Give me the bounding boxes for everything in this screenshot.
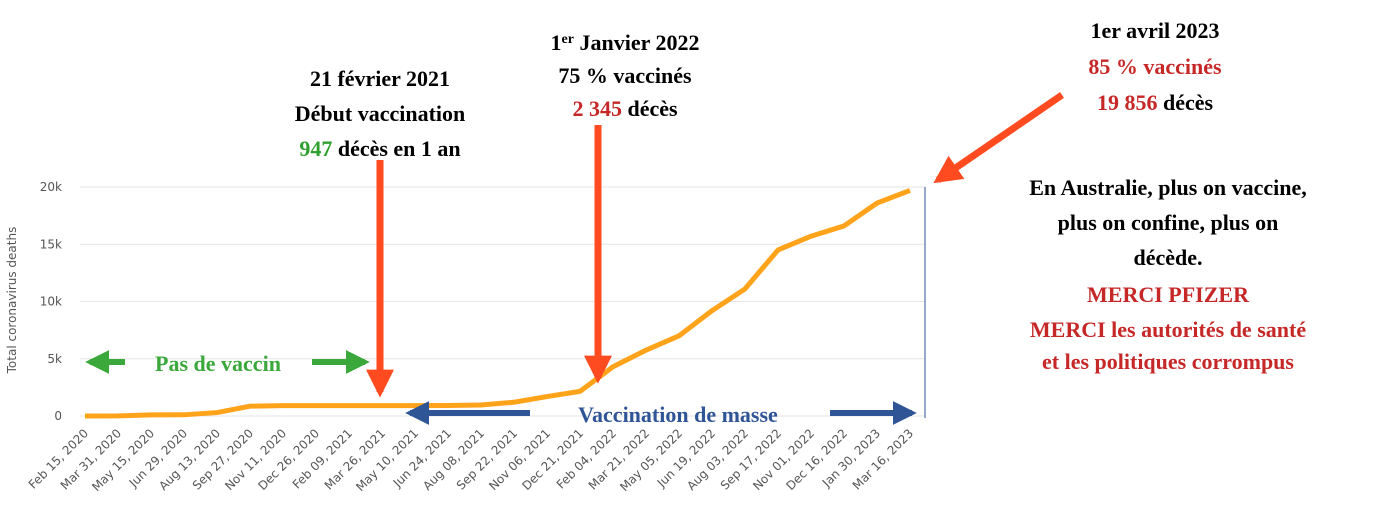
annotation-line: 1er avril 2023 [1090, 18, 1219, 43]
annotation-line: Vaccination de masse [578, 402, 778, 427]
annotation-text: MERCI PFIZER [1087, 282, 1250, 307]
annotation-line: Début vaccination [295, 101, 466, 126]
annotation-text: décède. [1133, 245, 1202, 270]
y-tick-label: 0 [54, 409, 62, 423]
annotation-text: 1er avril 2023 [1090, 18, 1219, 43]
annotation-text: Janvier 2022 [574, 30, 699, 55]
annotation-line: 19 856 décès [1097, 90, 1214, 115]
data-line [84, 188, 911, 419]
annotation-text: 2 345 [572, 96, 622, 121]
annotation-text: 21 février 2021 [310, 66, 450, 91]
annotation-text: 85 % vaccinés [1088, 54, 1222, 79]
annotation-line: 21 février 2021 [310, 66, 450, 91]
annotation-line: En Australie, plus on vaccine, [1029, 175, 1306, 200]
annotation-line: 1er Janvier 2022 [551, 30, 700, 55]
arrow [933, 92, 1064, 184]
annotation-text: décès [1157, 90, 1213, 115]
annotation-line: 85 % vaccinés [1088, 54, 1222, 79]
annotation-text: et les politiques corrompus [1042, 349, 1294, 374]
y-axis-label: Total coronavirus deaths [5, 227, 19, 375]
annotation-text: Vaccination de masse [578, 402, 778, 427]
annotation-text: décès [622, 96, 678, 121]
annotation-text: 1 [551, 30, 562, 55]
annotation-line: 2 345 décès [572, 96, 678, 121]
annotation-line: plus on confine, plus on [1058, 210, 1279, 235]
annotation-line: 75 % vaccinés [558, 63, 692, 88]
annotation-text: plus on confine, plus on [1058, 210, 1279, 235]
annotation-text: 75 % vaccinés [558, 63, 692, 88]
annotation-line: MERCI PFIZER [1087, 282, 1250, 307]
annotation-text: 19 856 [1097, 90, 1158, 115]
annotation-text: décès en 1 an [332, 136, 460, 161]
y-tick-label: 20k [40, 180, 62, 194]
annotation-text: 947 [299, 136, 332, 161]
y-tick-label: 15k [40, 237, 62, 251]
annotation-line: MERCI les autorités de santé [1030, 317, 1306, 342]
annotation-line: décède. [1133, 245, 1202, 270]
y-tick-label: 5k [47, 352, 62, 366]
annotation-text: Début vaccination [295, 101, 466, 126]
y-tick-label: 10k [40, 295, 62, 309]
annotation-line: Pas de vaccin [155, 351, 281, 376]
annotation-text: Pas de vaccin [155, 351, 281, 376]
annotation-text: En Australie, plus on vaccine, [1029, 175, 1306, 200]
annotation-text: MERCI les autorités de santé [1030, 317, 1306, 342]
annotation-text: er [562, 32, 574, 47]
annotation-line: 947 décès en 1 an [299, 136, 460, 161]
annotation-line: et les politiques corrompus [1042, 349, 1294, 374]
